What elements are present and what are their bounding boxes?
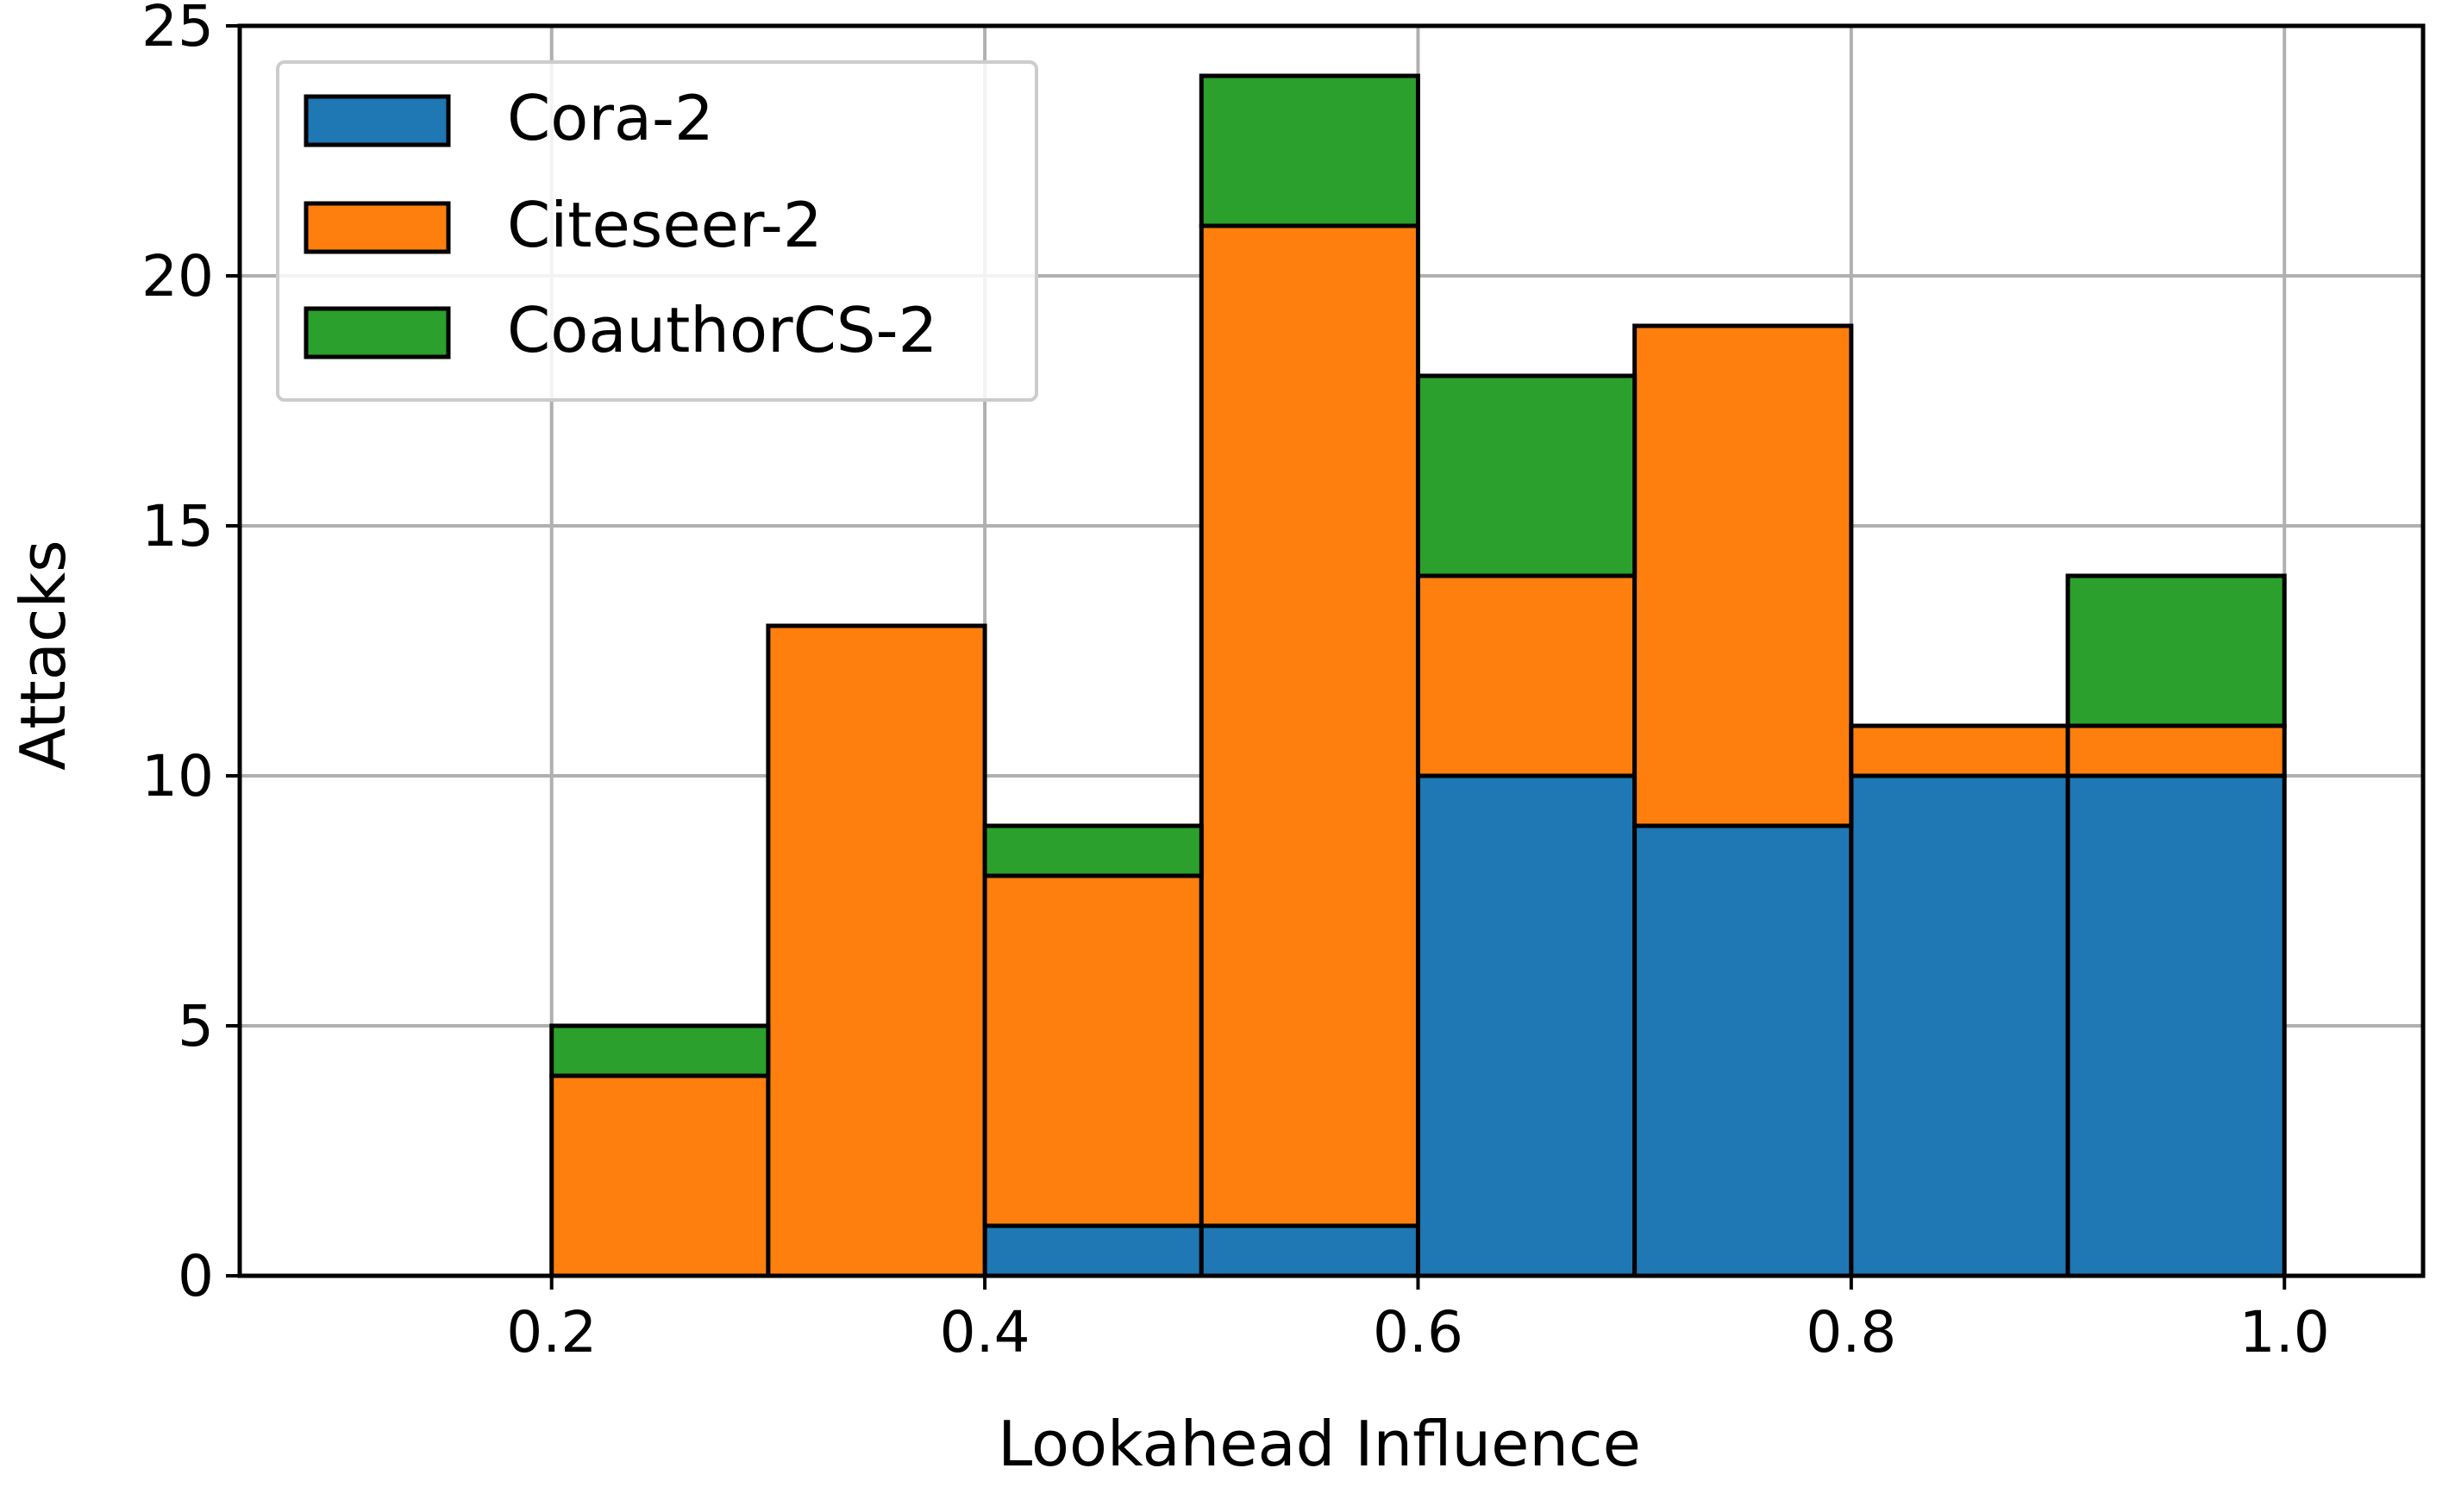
bar-cora-2-bin-4: [1415, 773, 1638, 1278]
bar-citeseer-2-bin-7: [2065, 723, 2287, 778]
y-tick-label-1: 5: [178, 993, 214, 1059]
y-tick-label-5: 25: [141, 0, 214, 59]
x-axis-title: Lookahead Influence: [998, 1408, 1641, 1480]
x-tick-label-4: 1.0: [2239, 1299, 2330, 1365]
legend-entry-citeseer-2: Citeseer-2: [304, 189, 823, 261]
x-tick-label-0: 0.2: [506, 1299, 597, 1365]
x-tick-label-3: 0.8: [1806, 1299, 1896, 1365]
x-tick-label-2: 0.6: [1373, 1299, 1463, 1365]
bar-coauthorcs-2-bin-2: [982, 823, 1204, 878]
axes-layer: [237, 23, 2426, 1278]
bar-coauthorcs-2-bin-7: [2065, 573, 2287, 728]
bar-citeseer-2-bin-3: [1199, 223, 1420, 1228]
plot-frame: [237, 23, 2426, 1278]
legend-entry-coauthorcs-2: CoauthorCS-2: [304, 294, 937, 366]
ticks-layer: 0.2 0.4 0.6 0.8 1.0 0 5 10 15 20 25: [141, 0, 2330, 1365]
legend-frame: [276, 60, 1038, 402]
y-tick-label-0: 0: [178, 1243, 214, 1309]
y-axis-title: Attacks: [7, 540, 79, 770]
bar-cora-2-bin-6: [1849, 773, 2070, 1278]
bar-cora-2-bin-2: [982, 1223, 1204, 1278]
legend-swatch-citeseer-2: [304, 201, 451, 254]
y-tick-label-4: 20: [141, 243, 214, 309]
legend-label-citeseer-2: Citeseer-2: [507, 189, 823, 261]
bar-citeseer-2-bin-1: [766, 623, 987, 1278]
bar-coauthorcs-2-bin-3: [1199, 73, 1420, 228]
bar-coauthorcs-2-bin-0: [549, 1023, 771, 1078]
legend: Cora-2 Citeseer-2 CoauthorCS-2: [276, 60, 1038, 402]
bars-layer: [549, 73, 2287, 1278]
legend-label-coauthorcs-2: CoauthorCS-2: [507, 294, 937, 366]
bar-citeseer-2-bin-2: [982, 873, 1204, 1228]
legend-label-cora-2: Cora-2: [507, 82, 714, 154]
bar-citeseer-2-bin-6: [1849, 723, 2070, 778]
bar-coauthorcs-2-bin-4: [1415, 373, 1638, 578]
bar-citeseer-2-bin-0: [549, 1073, 771, 1278]
bar-cora-2-bin-5: [1632, 823, 1854, 1278]
bar-citeseer-2-bin-5: [1632, 323, 1854, 828]
y-tick-label-2: 10: [141, 743, 214, 809]
x-tick-label-1: 0.4: [940, 1299, 1030, 1365]
bar-cora-2-bin-3: [1199, 1223, 1420, 1278]
y-tick-label-3: 15: [141, 493, 214, 559]
legend-swatch-cora-2: [304, 94, 451, 147]
legend-entry-cora-2: Cora-2: [304, 82, 714, 154]
bar-cora-2-bin-7: [2065, 773, 2287, 1278]
bar-citeseer-2-bin-4: [1415, 573, 1638, 778]
legend-swatch-coauthorcs-2: [304, 306, 451, 359]
